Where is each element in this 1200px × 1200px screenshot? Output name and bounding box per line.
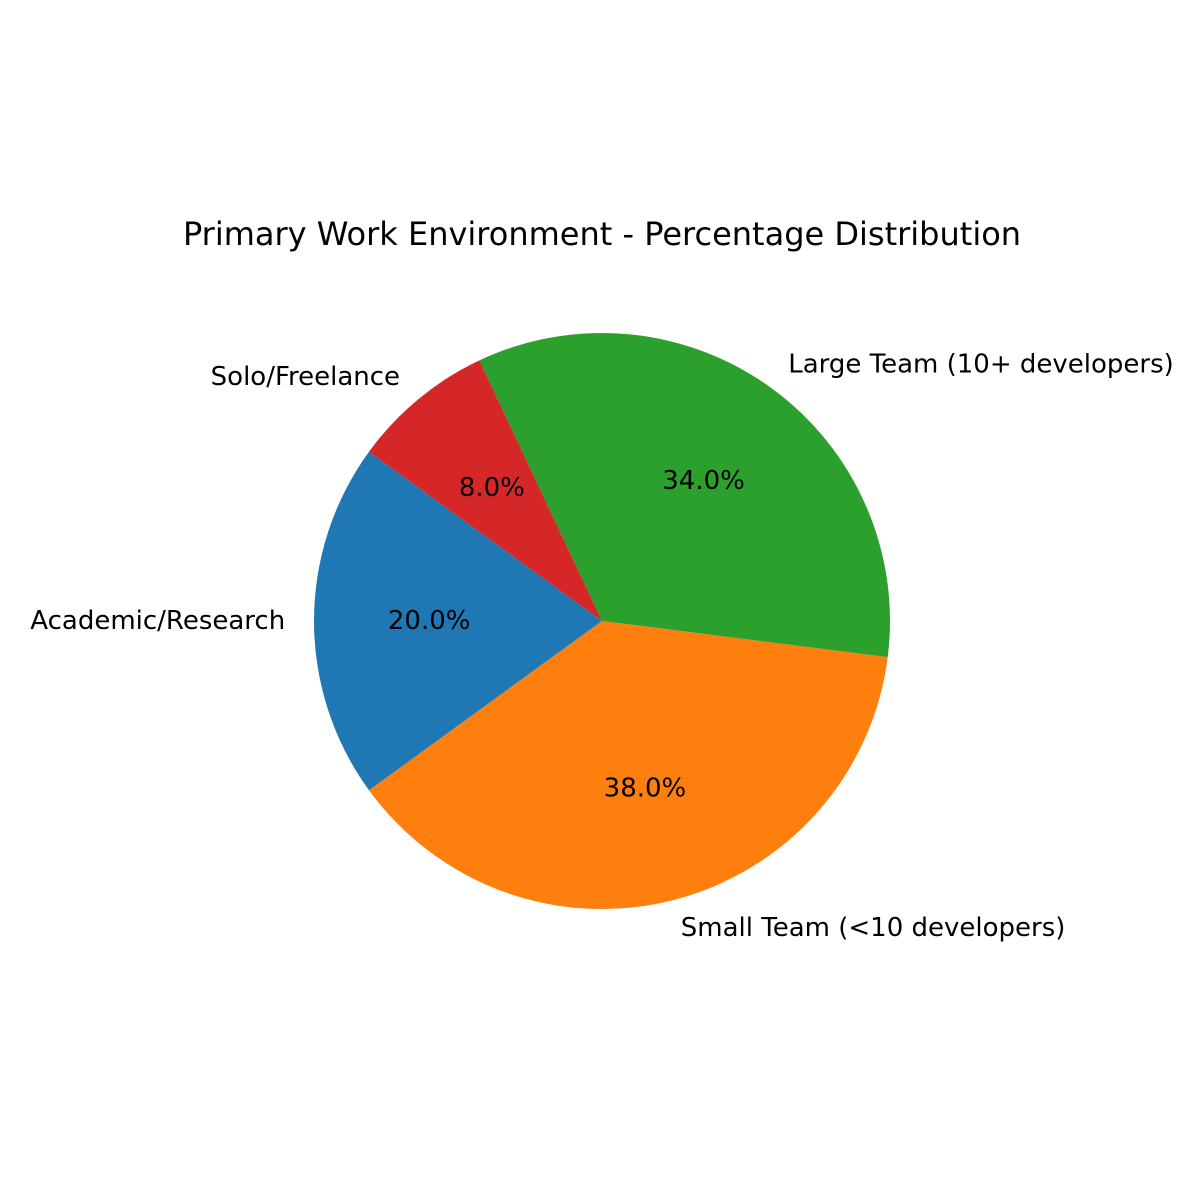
slice-percent-label: 8.0% [459,473,525,503]
slice-category-label: Small Team (<10 developers) [681,913,1066,943]
pie-slice [479,333,890,658]
pie-slices [314,333,890,909]
slice-category-label: Large Team (10+ developers) [788,350,1174,380]
slice-percent-label: 38.0% [604,773,687,803]
pie-slice [369,621,888,909]
slice-category-label: Academic/Research [30,606,285,636]
slice-percent-label: 20.0% [388,606,471,636]
chart-title: Primary Work Environment - Percentage Di… [183,215,1021,253]
slice-percent-label: 34.0% [662,466,745,496]
slice-category-label: Solo/Freelance [211,362,400,392]
pie-labels: Academic/Research 20.0% Small Team (<10 de… [30,350,1174,943]
pie-slice [369,360,602,621]
pie-slice [314,451,602,791]
